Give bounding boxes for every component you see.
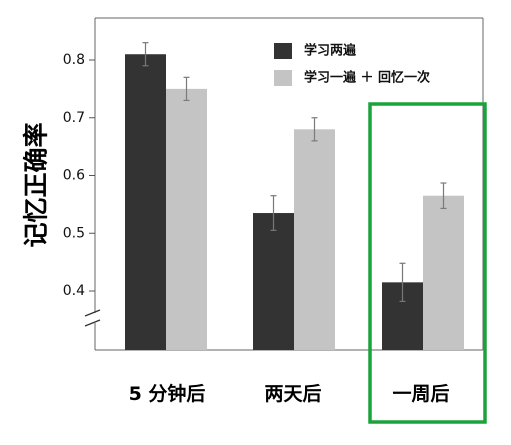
bar [166, 88, 207, 350]
y-tick-label: 0.7 [63, 110, 85, 126]
y-tick-label: 0.8 [63, 52, 85, 68]
y-tick-label: 0.6 [63, 168, 85, 184]
y-ticks: 0.4 0.5 0.6 0.7 0.8 [63, 52, 95, 299]
legend-label: 学习两遍 [304, 43, 357, 59]
x-category-label: 5 分钟后 [129, 382, 206, 405]
legend-swatch [274, 70, 292, 86]
axis-break-icon [84, 309, 101, 327]
x-category-label: 两天后 [264, 383, 321, 405]
x-category-label: 一周后 [392, 383, 449, 405]
bar [253, 213, 294, 350]
legend-swatch [274, 43, 292, 59]
bars [125, 42, 464, 350]
bar [423, 195, 464, 350]
highlight-box [368, 102, 487, 424]
legend-label: 学习一遍 ＋ 回忆一次 [304, 70, 430, 86]
bar [294, 129, 335, 350]
y-tick-label: 0.5 [63, 225, 85, 241]
bar [125, 54, 166, 350]
y-axis-label: 记忆正确率 [22, 122, 51, 247]
y-tick-label: 0.4 [63, 283, 85, 299]
x-category-labels: 5 分钟后 两天后 一周后 [129, 382, 450, 405]
